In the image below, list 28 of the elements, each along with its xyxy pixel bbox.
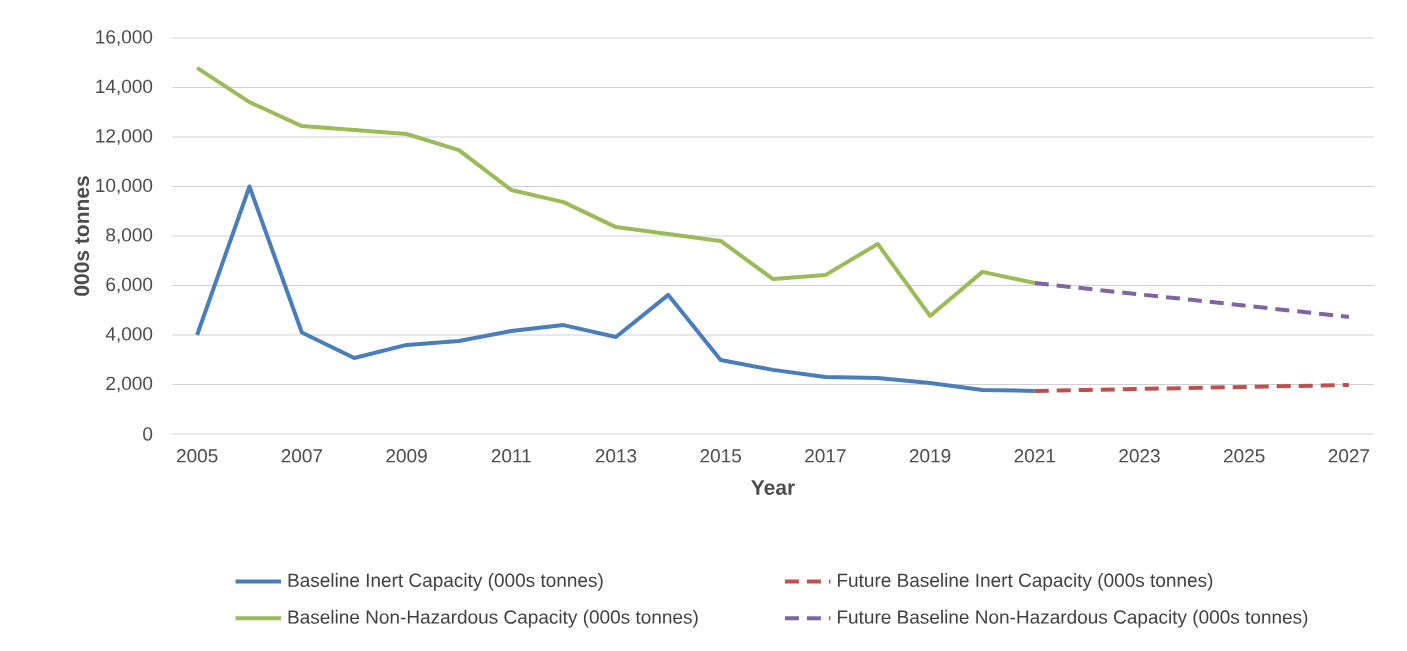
legend-label: Baseline Non-Hazardous Capacity (000s tonnes) (288, 609, 698, 628)
y-tick-label: 8,000 (106, 228, 153, 244)
x-axis-title: Year (751, 480, 795, 495)
x-tick-label: 2021 (1014, 449, 1055, 463)
y-tick-label: 10,000 (96, 178, 153, 195)
y-tick-label: 14,000 (96, 79, 153, 96)
line-series (195, 184, 1037, 393)
x-tick-label: 2005 (176, 449, 218, 463)
legend-label: Baseline Inert Capacity (000s tonnes) (288, 573, 603, 591)
x-tick-label: 2007 (281, 449, 323, 463)
legend-label: Future Baseline Inert Capacity (000s tonnes) (838, 573, 1213, 591)
y-tick-label: 2,000 (106, 376, 153, 393)
x-tick-label: 2011 (491, 449, 531, 463)
y-axis-title: 000s tonnes (74, 176, 90, 296)
x-tick-label: 2017 (805, 449, 846, 463)
y-tick-label: 0 (143, 427, 153, 441)
y-tick-label: 16,000 (96, 30, 153, 46)
x-tick-label: 2025 (1223, 449, 1265, 463)
x-tick-label: 2027 (1328, 449, 1370, 463)
x-tick-label: 2019 (909, 449, 951, 463)
x-tick-label: 2015 (700, 449, 741, 463)
x-tick-label: 2009 (386, 449, 427, 463)
legend-label: Future Baseline Non-Hazardous Capacity (000s tonnes) (838, 609, 1308, 628)
y-tick-label: 6,000 (106, 277, 153, 294)
y-tick-label: 12,000 (96, 129, 153, 145)
x-tick-label: 2013 (595, 449, 637, 463)
y-tick-label: 4,000 (105, 327, 153, 343)
x-tick-label: 2023 (1119, 449, 1160, 463)
